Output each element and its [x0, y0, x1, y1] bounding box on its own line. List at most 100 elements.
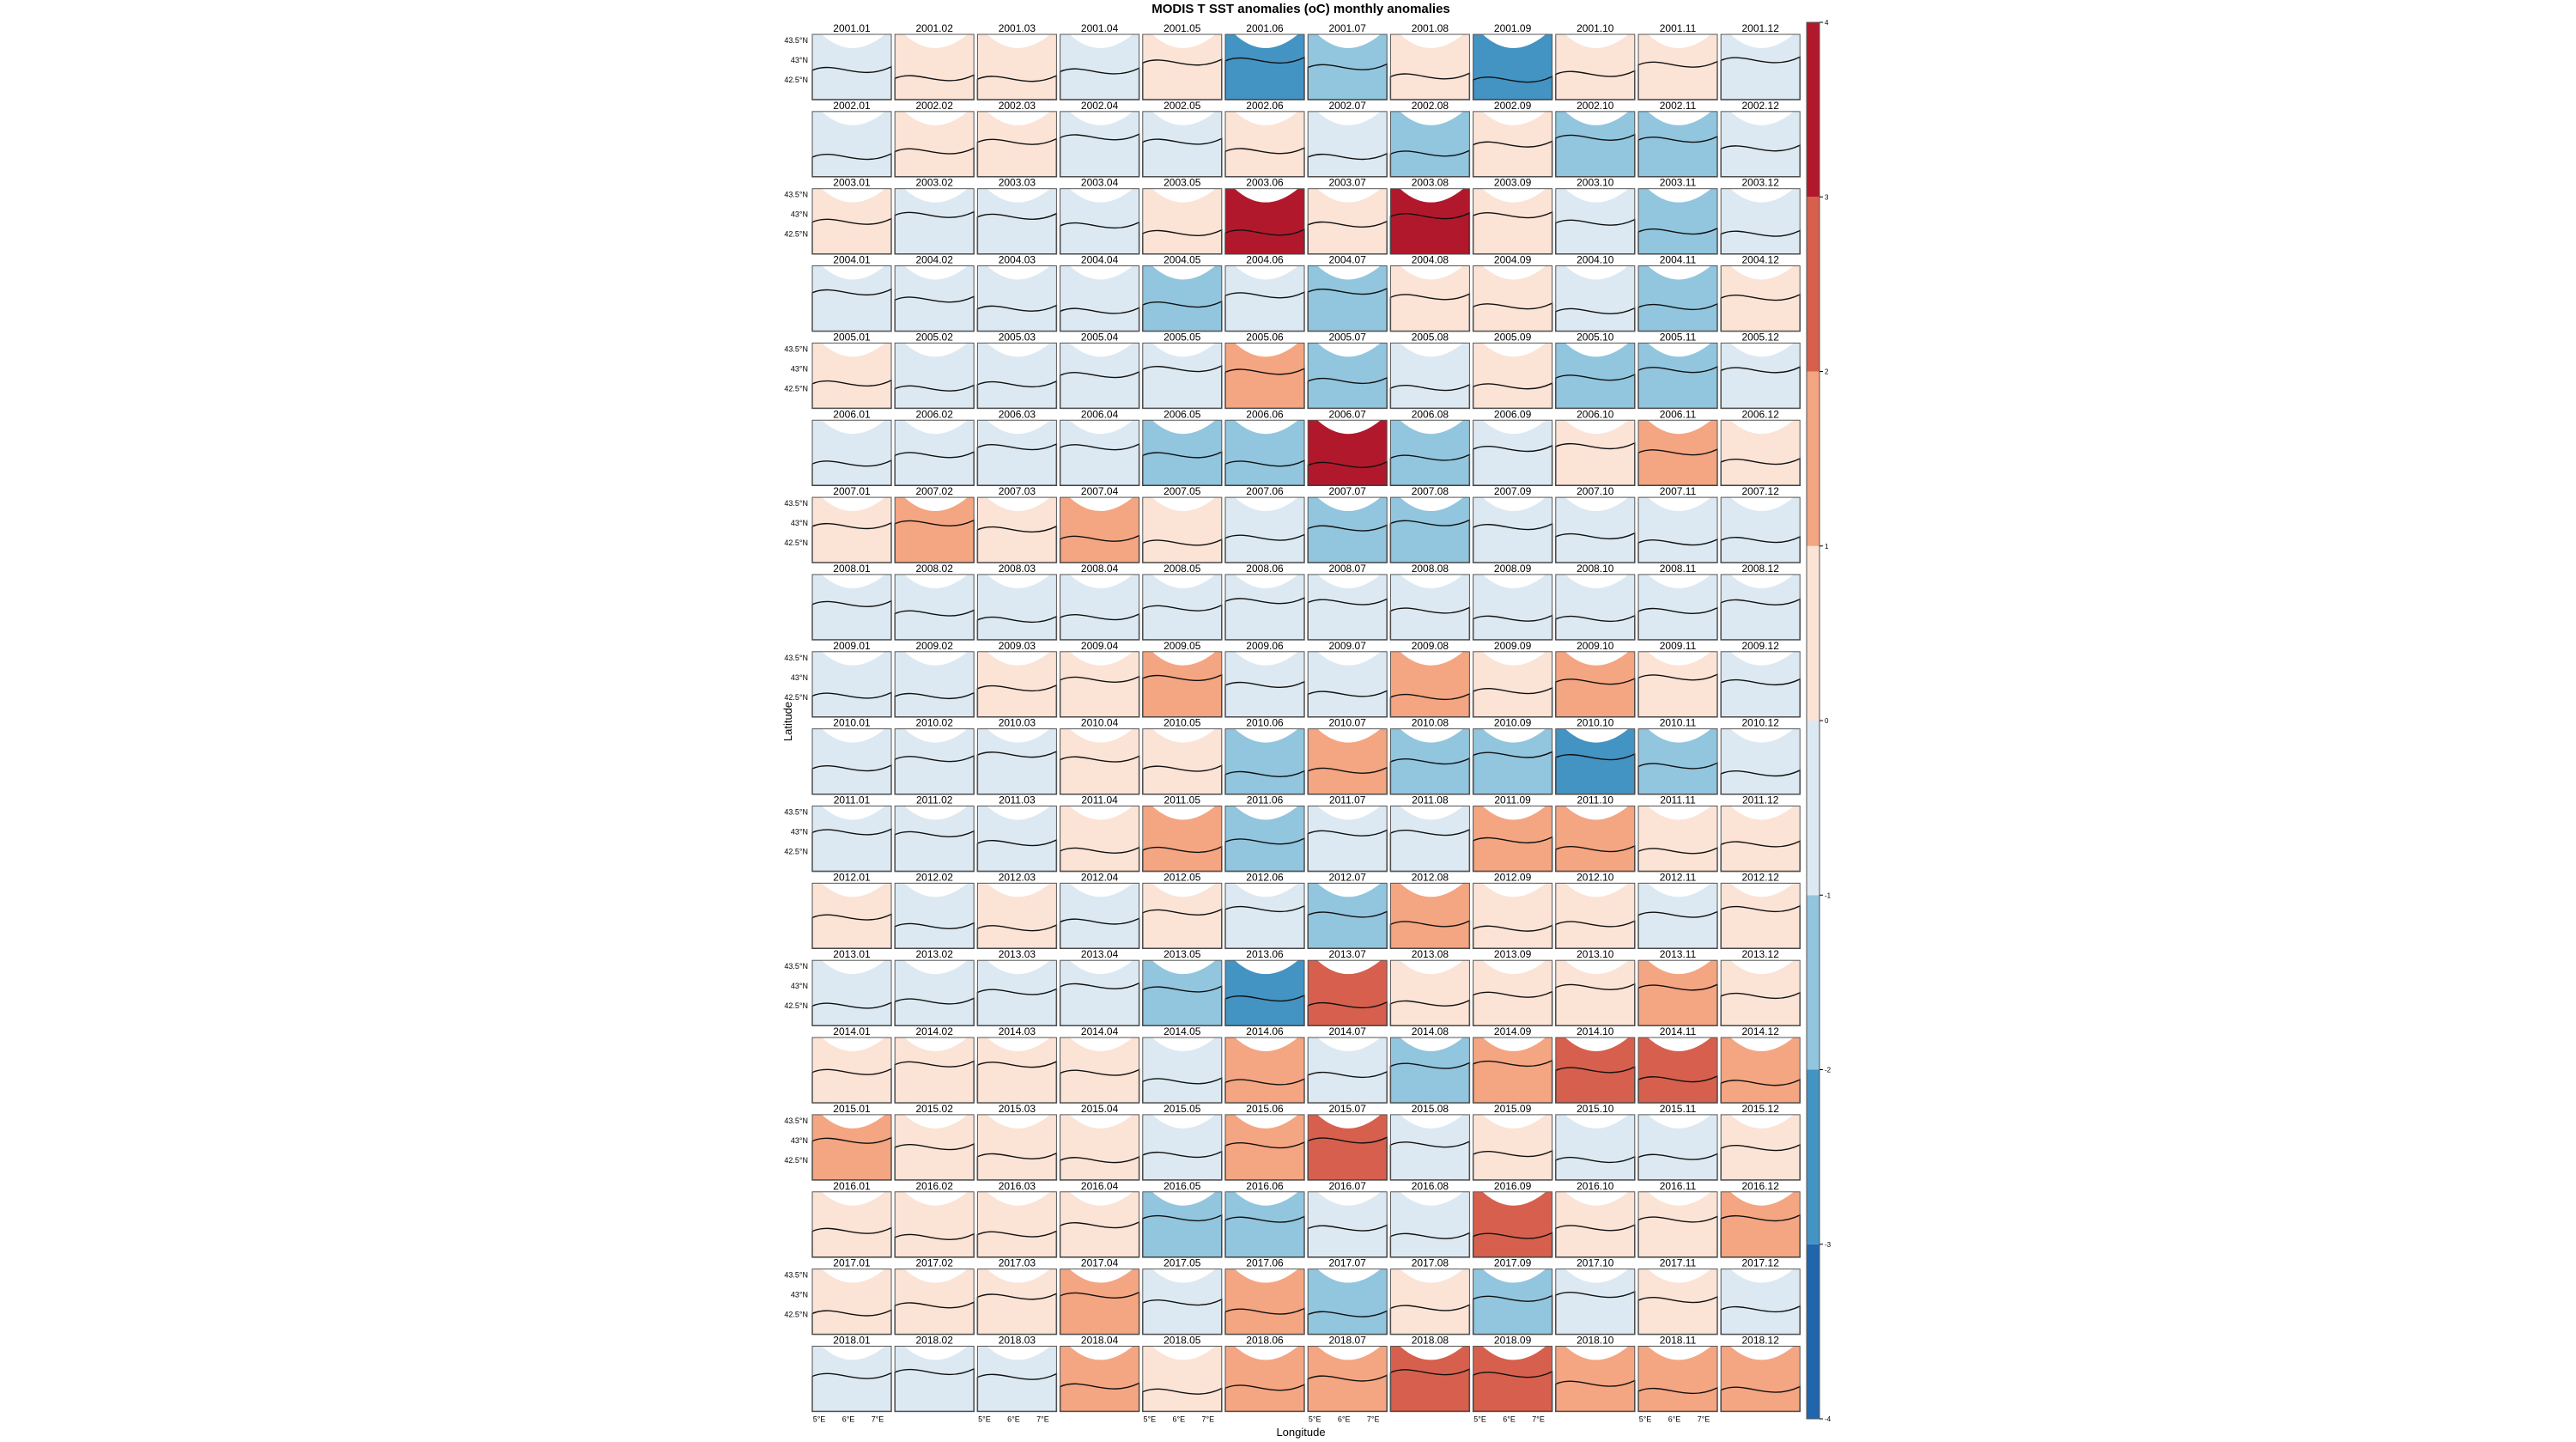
y-tick-label: 43°N [791, 828, 808, 837]
land-mask [1400, 265, 1464, 280]
panel: 2002.11 [1637, 100, 1718, 178]
panel-frame [976, 882, 1057, 949]
panel-frame [811, 265, 892, 332]
panel-label: 2006.05 [1163, 408, 1201, 420]
y-tick-label: 42.5°N [784, 693, 808, 702]
panel-label: 2009.02 [916, 640, 954, 652]
panel-frame [811, 419, 892, 486]
panel: 2014.06 [1224, 1025, 1305, 1104]
land-mask [1317, 883, 1381, 897]
land-mask [1482, 883, 1546, 897]
panel-frame [1224, 1345, 1305, 1412]
panel-label: 2001.12 [1742, 22, 1780, 34]
land-mask [987, 806, 1051, 820]
panel-frame [1307, 188, 1388, 255]
panel-frame [1637, 1345, 1718, 1412]
panel-frame [1060, 574, 1140, 641]
panel: 2005.08 [1389, 331, 1471, 410]
panel-frame [1473, 651, 1553, 718]
panel-label: 2005.12 [1742, 331, 1780, 343]
panel-frame [894, 496, 975, 563]
land-mask [1482, 343, 1546, 357]
land-mask [822, 1114, 885, 1129]
panel-frame [1389, 651, 1470, 718]
panel-label: 2002.05 [1163, 100, 1201, 112]
panel: 2002.09 [1472, 100, 1553, 178]
panel: 2004.06 [1224, 254, 1305, 332]
panel-frame [1224, 496, 1305, 563]
panel-label: 2011.05 [1164, 794, 1201, 806]
panel: 2005.10 [1555, 331, 1636, 410]
panel-frame [811, 806, 892, 872]
panel: 2007.04 [1059, 485, 1140, 563]
land-mask [1235, 728, 1298, 743]
panel: 2004.03 [976, 254, 1058, 332]
land-mask [904, 265, 968, 280]
panel: 2008.09 [1472, 563, 1553, 641]
land-mask [1151, 188, 1216, 203]
panel-frame [811, 882, 892, 949]
land-mask [1235, 188, 1298, 203]
panel-label: 2015.06 [1246, 1103, 1284, 1115]
panel-label: 2006.04 [1081, 408, 1119, 420]
panel-frame [894, 33, 975, 100]
panel: 2017.03 [976, 1257, 1058, 1336]
panel: 2007.01 [811, 485, 892, 563]
panel-label: 2005.07 [1329, 331, 1367, 343]
land-mask [904, 111, 968, 125]
panel-frame [894, 882, 975, 949]
panel-label: 2018.10 [1577, 1334, 1614, 1346]
panel-frame [1307, 1191, 1388, 1258]
panel-label: 2008.12 [1742, 563, 1780, 575]
x-axis-ticks: 5°E 6°E 7°E 5°E 6°E 7°E 5°E 6°E 7°E 5°E 6°E 7°E 5°E 6… [813, 1415, 1710, 1423]
panel: 2002.01 [811, 100, 892, 178]
land-mask [1317, 1037, 1381, 1052]
panel-frame [1060, 806, 1140, 872]
panel-label: 2014.01 [833, 1025, 871, 1037]
panel: 2009.10 [1555, 640, 1636, 718]
panel: 2016.07 [1307, 1180, 1388, 1258]
land-mask [1564, 1269, 1629, 1283]
panel: 2001.10 [1555, 22, 1636, 100]
panel-frame [1307, 1345, 1388, 1412]
panel: 2015.06 [1224, 1103, 1305, 1181]
land-mask [822, 728, 885, 743]
panel: 2008.03 [976, 563, 1058, 641]
panel: 2007.10 [1555, 485, 1636, 563]
panel-frame [976, 1345, 1057, 1412]
land-mask [1317, 960, 1381, 975]
panel-frame [1555, 959, 1636, 1026]
land-mask [822, 1191, 885, 1206]
land-mask [1235, 265, 1298, 280]
land-mask [1317, 728, 1381, 743]
panel-label: 2009.08 [1412, 640, 1449, 652]
land-mask [987, 1037, 1051, 1052]
panel-label: 2012.05 [1163, 871, 1201, 883]
panel-label: 2002.07 [1329, 100, 1367, 112]
land-mask [1069, 574, 1133, 588]
land-mask [1564, 343, 1629, 357]
panel-label: 2007.07 [1329, 485, 1367, 497]
panel: 2014.11 [1637, 1025, 1718, 1104]
y-tick-label: 43°N [791, 673, 808, 682]
panel-label: 2011.11 [1660, 794, 1696, 806]
panel-label: 2010.01 [833, 717, 871, 729]
land-mask [904, 188, 968, 203]
panel-frame [1224, 265, 1305, 332]
panel: 2005.04 [1059, 331, 1140, 410]
panel: 2014.05 [1142, 1025, 1223, 1104]
y-tick-label: 42.5°N [784, 1001, 808, 1010]
panel-label: 2018.11 [1660, 1334, 1697, 1346]
panel-frame [894, 959, 975, 1026]
panel-label: 2003.12 [1742, 177, 1780, 189]
panel: 2006.10 [1555, 408, 1636, 486]
panel: 2018.06 [1224, 1334, 1305, 1413]
x-tick-label: 6°E [1172, 1415, 1185, 1423]
panel-frame [1142, 728, 1223, 795]
colorbar-segment [1807, 721, 1820, 896]
panel-label: 2003.06 [1246, 177, 1284, 189]
panel-label: 2011.10 [1577, 794, 1614, 806]
x-tick-label: 5°E [978, 1415, 991, 1423]
colorbar-tick-label: -4 [1825, 1415, 1832, 1423]
